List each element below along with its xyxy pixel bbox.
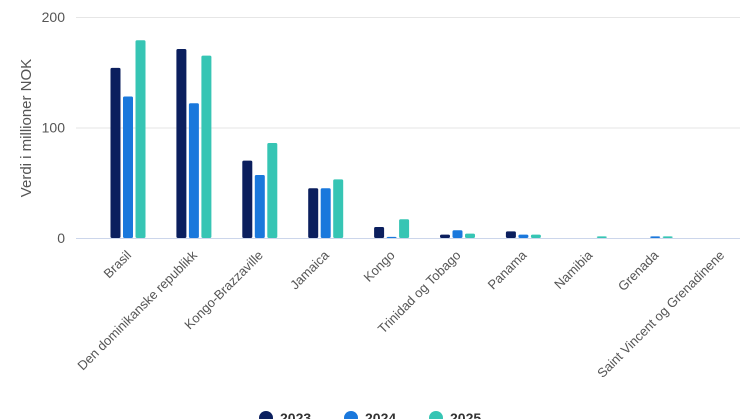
bar-2023[interactable]: [505, 231, 516, 238]
x-category-label: Den dominikanske republikk: [74, 247, 200, 373]
bar-2025[interactable]: [530, 234, 541, 238]
bar-2025[interactable]: [201, 55, 212, 238]
x-category-label: Panama: [485, 247, 530, 292]
bar-2023[interactable]: [242, 160, 253, 238]
y-axis-ticks: 0 100 200: [42, 9, 66, 246]
legend-item-2025[interactable]: 2025: [429, 410, 481, 419]
bar-2025[interactable]: [596, 236, 607, 238]
legend-label: 2024: [365, 410, 396, 419]
bar-2025[interactable]: [135, 40, 146, 238]
x-category-label: Kongo: [361, 248, 398, 285]
legend-item-2024[interactable]: 2024: [344, 410, 396, 419]
legend-marker: [429, 411, 443, 419]
y-tick-label: 100: [42, 120, 66, 136]
bar-2025[interactable]: [662, 236, 673, 238]
bar-2024[interactable]: [320, 188, 331, 238]
bar-2023[interactable]: [440, 234, 450, 238]
x-category-label: Grenada: [615, 247, 662, 294]
legend-marker: [344, 411, 358, 419]
legend-label: 2023: [280, 410, 311, 419]
y-axis-label: Verdi i millioner NOK: [18, 59, 35, 197]
x-category-label: Brasil: [101, 247, 135, 281]
bar-2024[interactable]: [650, 236, 661, 238]
bar-2023[interactable]: [176, 49, 187, 238]
x-category-label: Saint Vincent og Grenadinene: [594, 248, 727, 381]
bar-2024[interactable]: [386, 236, 397, 238]
bar-2024[interactable]: [188, 103, 199, 238]
bars: [110, 40, 673, 238]
bar-2025[interactable]: [267, 142, 278, 238]
grid-lines: [76, 17, 740, 239]
legend-item-2023[interactable]: 2023: [259, 410, 311, 419]
y-tick-label: 200: [42, 9, 66, 25]
legend-label: 2025: [450, 410, 481, 419]
bar-2024[interactable]: [452, 230, 463, 238]
bar-2025[interactable]: [399, 219, 410, 238]
bar-2023[interactable]: [374, 226, 385, 238]
y-tick-label: 0: [57, 230, 65, 246]
x-category-label: Namibia: [551, 247, 596, 292]
x-category-label: Jamaica: [287, 247, 332, 292]
bar-2024[interactable]: [123, 96, 133, 238]
bar-2024[interactable]: [518, 234, 529, 238]
bar-2025[interactable]: [465, 233, 475, 238]
bar-2024[interactable]: [254, 175, 265, 238]
bar-2025[interactable]: [333, 179, 344, 238]
legend-marker: [259, 411, 273, 419]
bar-2023[interactable]: [110, 67, 121, 238]
legend[interactable]: 2023 2024 2025: [259, 410, 481, 419]
bar-2023[interactable]: [308, 188, 319, 238]
